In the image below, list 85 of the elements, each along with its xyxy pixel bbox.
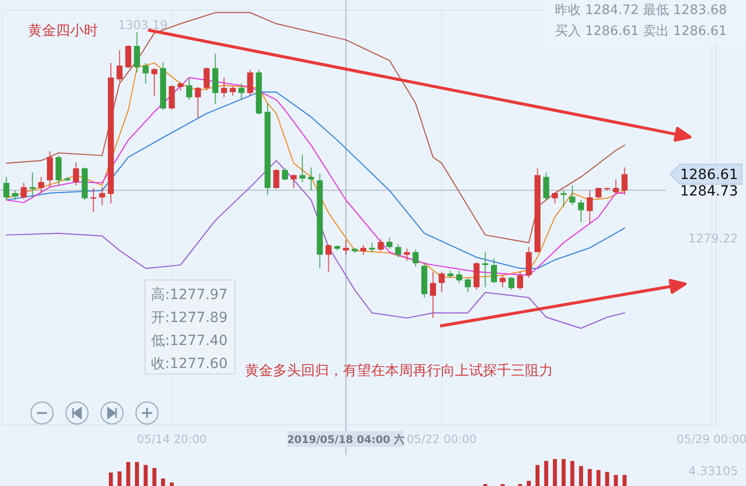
- line-series: [6, 160, 626, 329]
- bar: [570, 460, 574, 486]
- annotation: 黄金多头回归，有望在本周再行向上试探千三阻力: [245, 363, 553, 379]
- candlestick: [578, 199, 584, 223]
- annotation: 收:1277.60: [151, 356, 228, 372]
- candlestick: [46, 150, 53, 188]
- candlestick: [12, 190, 18, 201]
- candlestick: [386, 237, 392, 250]
- bar: [614, 474, 618, 486]
- candlestick: [299, 154, 306, 183]
- bar: [144, 464, 148, 486]
- candlestick: [247, 69, 254, 96]
- candlestick: [490, 258, 497, 284]
- bar: [596, 470, 600, 486]
- candlestick: [282, 168, 288, 181]
- candlestick: [622, 166, 628, 196]
- annotation: 低:1277.40: [151, 333, 228, 349]
- candlestick: [508, 276, 514, 290]
- bar: [552, 459, 557, 486]
- bar: [108, 472, 113, 486]
- candlestick: [125, 44, 132, 69]
- candlestick: [552, 192, 558, 204]
- candlestick: [134, 32, 140, 74]
- bar: [588, 468, 592, 486]
- candlestick: [99, 186, 106, 206]
- candlestick: [290, 174, 297, 189]
- candlestick: [308, 166, 314, 192]
- candlestick: [3, 176, 10, 201]
- candlestick: [38, 176, 44, 194]
- candlestick: [517, 271, 524, 290]
- candlestick: [168, 84, 175, 110]
- bar: [170, 482, 174, 486]
- candlestick: [438, 271, 445, 293]
- annotation: 开:1277.89: [151, 310, 228, 326]
- bar: [161, 478, 166, 486]
- candlestick: [142, 62, 149, 84]
- annotation: 高:1277.97: [151, 287, 228, 303]
- x-tick-label: 2019/05/18 04:00 六: [287, 433, 405, 446]
- candlestick: [569, 184, 576, 206]
- candlestick: [560, 190, 567, 208]
- ref-line-label: 1284.73: [680, 183, 738, 200]
- candlestick: [378, 238, 384, 252]
- candlestick: [612, 178, 619, 194]
- bar: [118, 471, 122, 486]
- candlestick: [474, 262, 480, 290]
- candlestick: [151, 68, 158, 96]
- candlestick: [73, 162, 80, 186]
- candlestick: [20, 182, 27, 200]
- candlestick: [404, 248, 410, 262]
- candlestick: [342, 240, 349, 256]
- bar: [126, 462, 130, 486]
- candlestick: [500, 274, 506, 288]
- candlestick: [238, 82, 244, 100]
- bar: [579, 466, 584, 486]
- candlestick: [221, 77, 228, 98]
- bar: [526, 480, 531, 486]
- bar: [605, 472, 610, 486]
- candlestick: [456, 270, 462, 284]
- candlestick: [543, 172, 550, 201]
- annotation: 昨收 1284.72 最低 1283.68: [555, 3, 727, 18]
- candlestick: [412, 248, 419, 268]
- candlestick: [464, 277, 471, 293]
- bar: [544, 460, 548, 486]
- candlestick: [56, 154, 62, 186]
- bar: [562, 459, 566, 486]
- annotation: 买入 1286.61 卖出 1286.61: [555, 24, 727, 39]
- candlestick: [186, 78, 192, 100]
- text: 黄金四小时: [28, 23, 98, 39]
- candlestick: [29, 172, 36, 198]
- candlestick: [360, 244, 366, 256]
- candlestick: [273, 168, 280, 190]
- candlestick: [230, 86, 236, 96]
- candlestick: [116, 50, 123, 82]
- bar: [536, 464, 540, 486]
- y-tick-label: 1286.61: [680, 167, 738, 184]
- candlestick: [430, 271, 436, 319]
- bar: [622, 474, 627, 486]
- candlestick: [204, 66, 210, 92]
- candlestick: [326, 244, 332, 272]
- candlestick: [586, 190, 593, 224]
- candlestick: [194, 86, 201, 118]
- candlestick: [395, 244, 402, 258]
- candlestick: [526, 246, 532, 278]
- bar: [134, 462, 139, 486]
- bar: [152, 468, 156, 486]
